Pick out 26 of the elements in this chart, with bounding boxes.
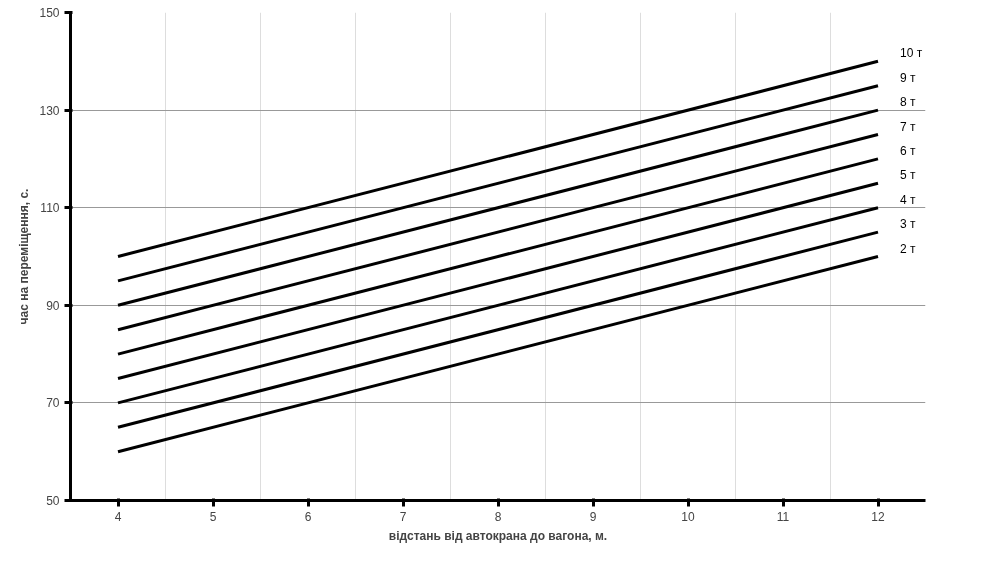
series-label: 2 т — [900, 241, 917, 256]
y-tick-label: 130 — [39, 103, 60, 118]
x-tick-label: 7 — [399, 509, 407, 524]
series-label: 4 т — [900, 192, 917, 207]
series-label: 8 т — [900, 95, 917, 110]
y-tick-label: 50 — [46, 494, 60, 508]
x-tick-label: 5 — [209, 509, 217, 524]
x-tick-label: 11 — [776, 509, 790, 524]
x-tick-label: 10 — [681, 509, 695, 524]
series-label: 10 т — [900, 46, 923, 61]
series-label: 6 т — [900, 143, 917, 158]
x-axis-title: відстань від автокрана до вагона, м. — [388, 528, 608, 543]
y-tick-label: 70 — [46, 396, 60, 411]
x-tick-label: 6 — [304, 509, 312, 524]
x-tick-label: 9 — [589, 509, 597, 524]
y-tick-label: 90 — [46, 298, 60, 313]
y-tick-label: 110 — [40, 201, 60, 216]
y-axis-title: час на переміщення, с. — [17, 188, 32, 325]
series-label: 3 т — [900, 217, 917, 232]
x-tick-label: 8 — [494, 509, 502, 524]
y-tick-label: 150 — [39, 6, 60, 20]
x-tick-label: 4 — [114, 509, 122, 524]
series-label: 7 т — [900, 119, 917, 134]
series-label: 5 т — [900, 168, 917, 183]
series-label: 9 т — [900, 70, 917, 85]
x-tick-label: 12 — [871, 509, 885, 524]
